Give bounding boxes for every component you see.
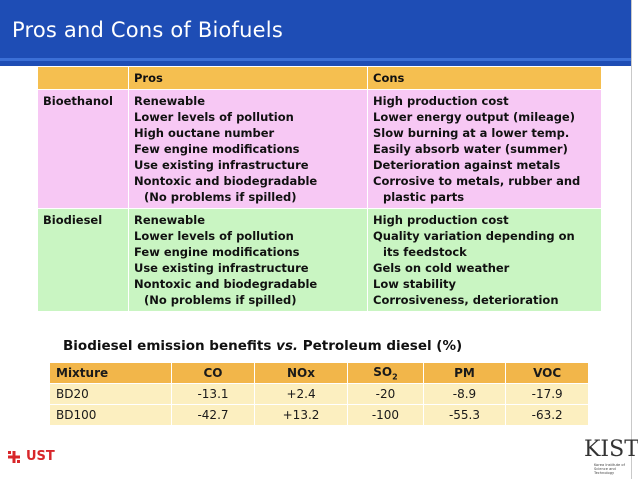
pro-item: High ouctane number [134,126,275,140]
header-cons: Cons [367,66,602,90]
pro-item: Few engine modifications [134,245,300,259]
mixture-cell: BD20 [48,383,173,405]
header-empty [37,66,129,90]
caption-part: Petroleum diesel (%) [298,338,463,354]
value-cell: -8.9 [422,383,507,405]
emission-caption: Biodiesel emission benefits vs. Petroleu… [63,338,462,354]
con-item: Gels on cold weather [373,261,510,275]
pro-item: (No problems if spilled) [144,293,297,307]
con-item: Low stability [373,277,457,291]
header-mixture: Mixture [48,362,173,384]
cons-cell: High production cost Quality variation d… [367,208,602,312]
pro-item: Use existing infrastructure [134,158,309,172]
bioethanol-row: Bioethanol Renewable Lower levels of pol… [37,89,602,209]
con-item: its feedstock [383,245,467,259]
biodiesel-row: Biodiesel Renewable Lower levels of poll… [37,208,602,312]
pro-item: Renewable [134,94,205,108]
fuel-name: Bioethanol [37,89,129,209]
con-item: High production cost [373,94,509,108]
pro-item: Nontoxic and biodegradable [134,174,318,188]
value-cell: -20 [347,383,424,405]
pro-item: Few engine modifications [134,142,300,156]
pro-item: Use existing infrastructure [134,261,309,275]
con-item: plastic parts [383,190,465,204]
pro-item: Lower levels of pollution [134,229,294,243]
ust-logo-text: UST [26,449,55,464]
kist-logo: KIST Korea Institute of Science and Tech… [574,437,638,477]
con-item: Quality variation depending on [373,229,575,243]
pro-item: (No problems if spilled) [144,190,297,204]
emission-table: Mixture CO NOx SO2 PM VOC BD20 -13.1 +2.… [48,362,589,426]
value-cell: +13.2 [253,404,349,426]
pro-item: Renewable [134,213,205,227]
emission-row-bd100: BD100 -42.7 +13.2 -100 -55.3 -63.2 [48,404,589,426]
fuel-name: Biodiesel [37,208,129,312]
slide-header: Pros and Cons of Biofuels [0,0,638,66]
con-item: Corrosiveness, deterioration [373,293,559,307]
value-cell: -17.9 [505,383,589,405]
value-cell: +2.4 [253,383,349,405]
value-cell: -100 [347,404,424,426]
so-label: SO [373,364,393,379]
con-item: Lower energy output (mileage) [373,110,575,124]
con-item: High production cost [373,213,509,227]
con-item: Corrosive to metals, rubber and [373,174,581,188]
header-pm: PM [422,362,507,384]
ust-logo: UST [8,447,60,473]
so-subscript: 2 [392,372,398,382]
pros-cell: Renewable Lower levels of pollution High… [128,89,368,209]
con-item: Easily absorb water (summer) [373,142,568,156]
header-voc: VOC [505,362,589,384]
caption-vs: vs. [276,338,299,354]
con-item: Slow burning at a lower temp. [373,126,570,140]
pros-cons-table: Pros Cons Bioethanol Renewable Lower lev… [37,66,602,312]
caption-part: Biodiesel emission benefits [63,338,277,354]
cons-cell: High production cost Lower energy output… [367,89,602,209]
pros-cell: Renewable Lower levels of pollution Few … [128,208,368,312]
kist-logo-text: KIST [584,437,638,462]
value-cell: -13.1 [171,383,255,405]
header-stripe [0,58,638,61]
ust-mark-icon [8,451,20,463]
emission-row-bd20: BD20 -13.1 +2.4 -20 -8.9 -17.9 [48,383,589,405]
kist-logo-subtitle: Korea Institute of Science and Technolog… [594,463,625,475]
header-so2: SO2 [347,362,424,384]
pros-cons-header-row: Pros Cons [37,66,602,90]
pro-item: Nontoxic and biodegradable [134,277,318,291]
con-item: Deterioration against metals [373,158,561,172]
pro-item: Lower levels of pollution [134,110,294,124]
slide-title: Pros and Cons of Biofuels [12,18,283,42]
mixture-cell: BD100 [48,404,173,426]
header-co: CO [171,362,255,384]
value-cell: -42.7 [171,404,255,426]
header-pros: Pros [128,66,368,90]
header-nox: NOx [253,362,349,384]
side-rule [631,0,638,479]
value-cell: -63.2 [505,404,589,426]
emission-header-row: Mixture CO NOx SO2 PM VOC [48,362,589,384]
value-cell: -55.3 [422,404,507,426]
